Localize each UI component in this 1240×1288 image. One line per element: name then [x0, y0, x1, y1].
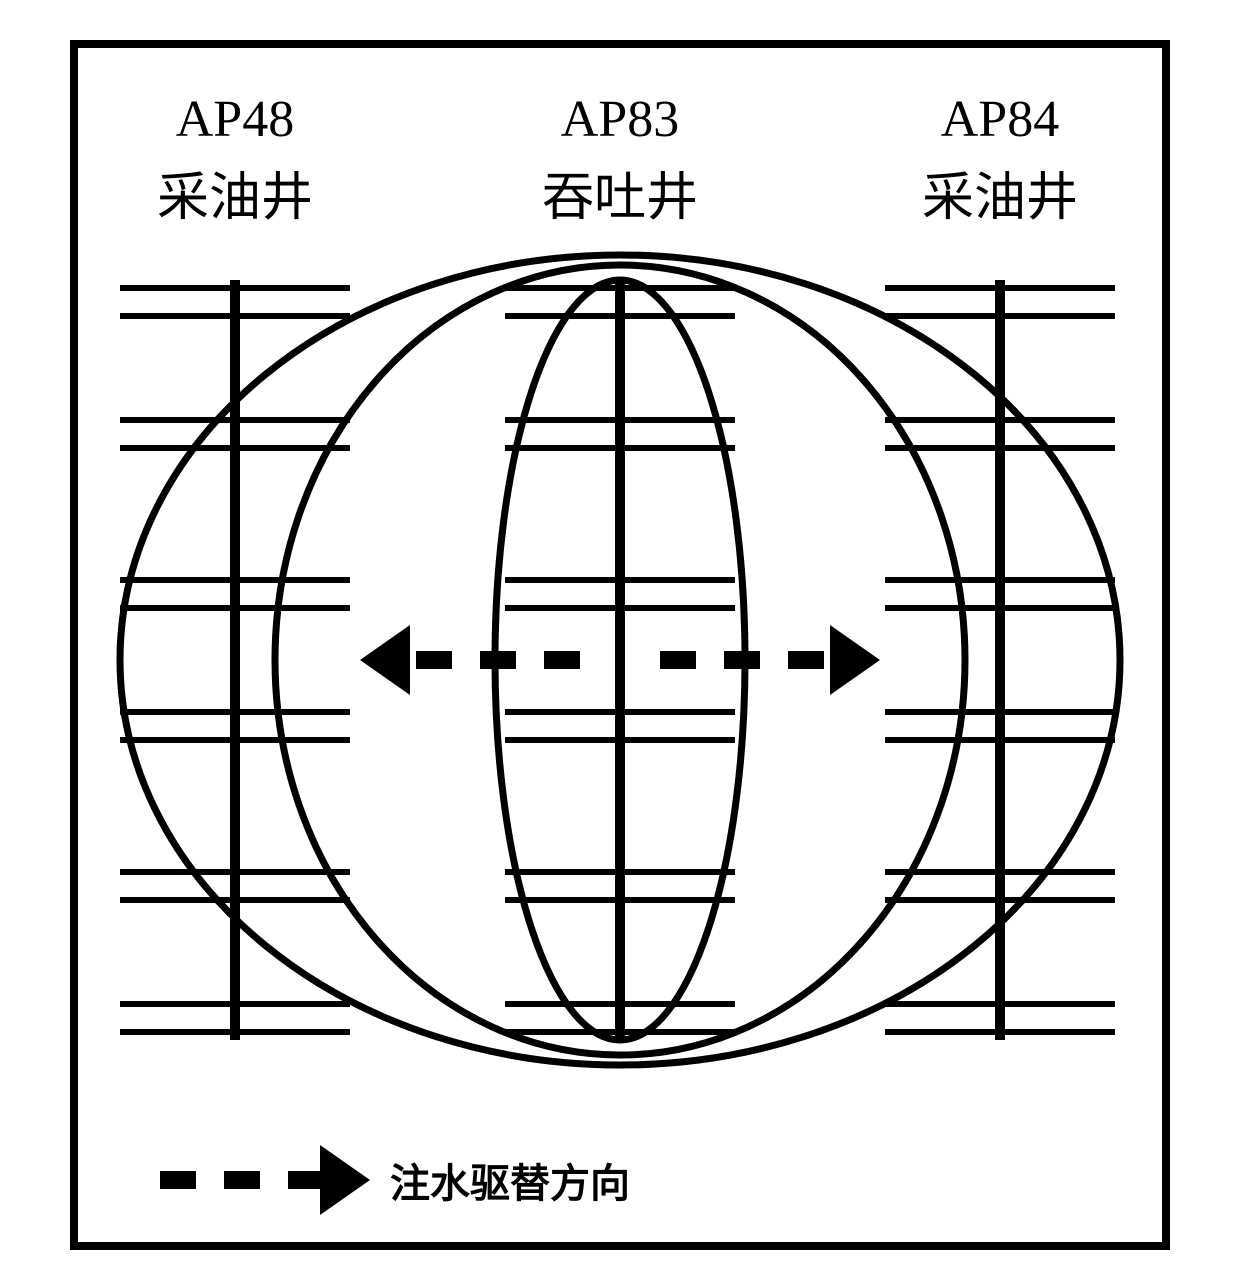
well-type-right: 采油井: [880, 155, 1120, 230]
well-type-left: 采油井: [115, 155, 355, 230]
well-code-left: AP48: [115, 90, 355, 149]
legend: 注水驱替方向: [160, 1140, 630, 1220]
well-type-mid: 吞吐井: [500, 155, 740, 230]
legend-text: 注水驱替方向: [390, 1151, 630, 1209]
well-label-left: AP48 采油井: [115, 90, 355, 230]
well-code-right: AP84: [880, 90, 1120, 149]
well-label-mid: AP83 吞吐井: [500, 90, 740, 230]
well-label-right: AP84 采油井: [880, 90, 1120, 230]
legend-arrow-icon: [160, 1140, 370, 1220]
well-diagram: [70, 230, 1170, 1090]
well-code-mid: AP83: [500, 90, 740, 149]
